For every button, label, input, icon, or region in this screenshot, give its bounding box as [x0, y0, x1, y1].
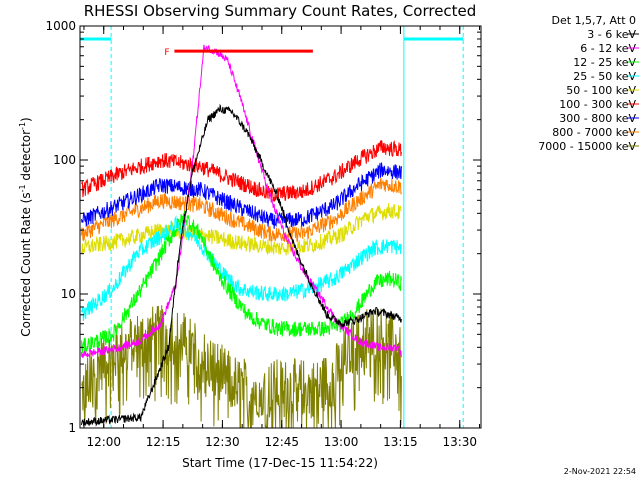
- chart-title: RHESSI Observing Summary Count Rates, Co…: [84, 2, 477, 20]
- legend-item-5: 100 - 300 keV: [559, 98, 636, 111]
- legend-header: Det 1,5,7, Att 0: [552, 14, 636, 27]
- series-line-6: [81, 162, 402, 229]
- legend-item-8: 7000 - 15000 keV: [538, 140, 636, 153]
- series-line-1: [81, 44, 402, 359]
- series-line-3: [81, 215, 402, 321]
- plot-frame: [79, 25, 482, 429]
- y-axis-label-sup2: -1: [18, 122, 27, 130]
- annotation-label-1: N: [70, 36, 77, 46]
- legend-item-0: 3 - 6 keV: [587, 28, 636, 41]
- legend-item-6: 300 - 800 keV: [559, 112, 636, 125]
- series-line-8: [81, 305, 402, 428]
- series-line-4: [81, 203, 402, 256]
- x-tick-label-4: 13:00: [324, 435, 359, 449]
- footer-date: 2-Nov-2021 22:54: [564, 467, 636, 476]
- series-line-0: [81, 103, 402, 427]
- y-axis-label-part1: Corrected Count Rate (s: [19, 192, 33, 336]
- x-tick-label-1: 12:15: [146, 435, 181, 449]
- y-axis-label-part2: detector: [19, 130, 33, 185]
- x-tick-label-3: 12:45: [264, 435, 299, 449]
- series-line-2: [81, 210, 402, 353]
- y-tick-label-3: 1000: [45, 19, 76, 33]
- x-tick-label-5: 13:15: [383, 435, 418, 449]
- legend-item-3: 25 - 50 keV: [573, 70, 636, 83]
- y-tick-label-1: 10: [61, 287, 76, 301]
- series-line-5: [81, 139, 402, 203]
- y-axis-label-sup1: -1: [18, 184, 27, 192]
- axes: 12:00 12:15 12:30 12:45 13:00 13:15 13:30 1 10 10…: [45, 19, 481, 449]
- legend-item-7: 800 - 7000 keV: [552, 126, 636, 139]
- x-tick-label-0: 12:00: [86, 435, 121, 449]
- y-axis-label-part3: ): [19, 117, 33, 122]
- x-tick-label-2: 12:30: [205, 435, 240, 449]
- y-tick-label-2: 100: [53, 153, 76, 167]
- series-line-7: [81, 177, 402, 243]
- legend-item-2: 12 - 25 keV: [573, 56, 636, 69]
- y-tick-label-0: 1: [68, 421, 76, 435]
- legend-item-4: 50 - 100 keV: [566, 84, 636, 97]
- y-axis-label: Corrected Count Rate (s-1 detector-1): [18, 117, 33, 336]
- x-tick-label-6: 13:30: [442, 435, 477, 449]
- annotation-label-0: F: [164, 48, 169, 58]
- legend-item-1: 6 - 12 keV: [580, 42, 636, 55]
- plot-area: FN: [70, 26, 464, 428]
- x-axis-label: Start Time (17-Dec-15 11:54:22): [182, 456, 378, 470]
